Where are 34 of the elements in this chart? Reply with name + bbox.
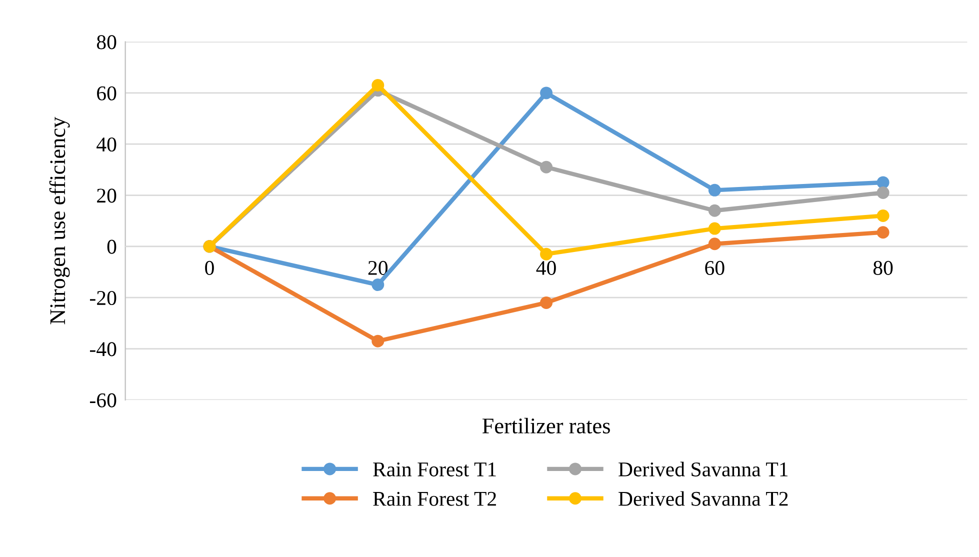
point	[876, 209, 890, 222]
y-tick-label: -40	[90, 342, 116, 356]
point	[876, 176, 890, 189]
point	[372, 334, 384, 348]
point	[372, 278, 384, 292]
x-tick-label: 0	[205, 260, 214, 275]
point	[708, 204, 721, 217]
x-tick-label: 20	[368, 260, 388, 275]
x-tick-label: 80	[873, 260, 893, 275]
point	[540, 86, 553, 100]
legend-label: Derived Savanna T1	[618, 462, 788, 476]
point	[708, 184, 721, 196]
y-axis-title: Nitrogen use efficiency	[49, 116, 70, 324]
point	[876, 186, 890, 199]
y-tick-label: 40	[96, 137, 116, 152]
x-tick-label: 60	[705, 260, 724, 275]
point	[372, 79, 384, 92]
point	[876, 226, 890, 239]
legend-label: Derived Savanna T2	[618, 491, 788, 506]
legend-label: Rain Forest T1	[373, 462, 496, 476]
y-tick-label: -20	[90, 290, 116, 306]
point	[540, 296, 553, 309]
y-tick-label: 20	[97, 188, 116, 203]
legend-label: Rain Forest T2	[373, 492, 496, 506]
x-tick-label: 40	[536, 260, 556, 275]
x-axis-title: Fertilizer rates	[482, 418, 610, 434]
y-tick-label: 80	[96, 35, 116, 50]
point	[708, 222, 721, 235]
point	[708, 238, 721, 250]
point	[540, 160, 553, 174]
point	[540, 248, 553, 260]
y-tick-label: -60	[90, 393, 116, 408]
y-tick-label: 0	[107, 240, 116, 254]
y-tick-label: 60	[97, 86, 116, 100]
